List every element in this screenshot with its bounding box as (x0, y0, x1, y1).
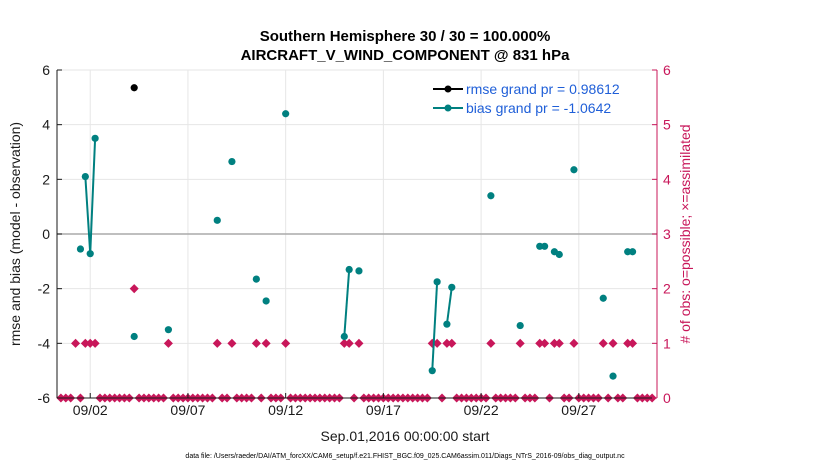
chart-title-line2: AIRCRAFT_V_WIND_COMPONENT @ 831 hPa (241, 47, 571, 64)
x-axis-ticks: 09/02 09/07 09/12 09/17 09/22 09/27 (73, 393, 597, 418)
bias-point (340, 332, 348, 341)
bias-point (628, 248, 637, 256)
bias-point (86, 250, 94, 258)
y-tick-label: 2 (42, 171, 50, 187)
y-axis-right-label: # of obs: o=possible; ×=assimilated (677, 124, 693, 343)
x-tick-label: 09/27 (561, 402, 596, 418)
bias-point (228, 157, 236, 166)
obs-count-marker (212, 338, 222, 348)
rmse-series (130, 84, 138, 92)
legend-rmse-marker (444, 85, 452, 93)
rmse-point (130, 84, 138, 92)
obs-count-marker (227, 338, 237, 348)
x-tick-label: 09/02 (73, 402, 108, 418)
y-right-tick-label: 2 (663, 281, 671, 297)
obs-count-marker (628, 338, 638, 348)
y-axis-label: rmse and bias (model - observation) (7, 122, 23, 346)
obs-count-marker (163, 338, 173, 348)
chart-title-line1: Southern Hemisphere 30 / 30 = 100.000% (260, 28, 551, 45)
bias-point (609, 372, 617, 380)
legend-bias-label: bias grand pr = -1.0642 (466, 100, 611, 116)
bias-point (448, 283, 456, 291)
y-tick-label: 0 (42, 226, 50, 242)
legend: rmse grand pr = 0.98612 bias grand pr = … (433, 81, 620, 116)
legend-rmse-label: rmse grand pr = 0.98612 (466, 81, 620, 97)
obs-count-marker (129, 284, 139, 294)
y-right-tick-label: 0 (663, 390, 671, 406)
bias-point (262, 297, 270, 305)
y-right-tick-label: 3 (663, 226, 671, 242)
bias-line (431, 281, 439, 371)
legend-bias-marker (444, 104, 452, 112)
x-tick-label: 09/07 (170, 402, 205, 418)
bias-point (355, 267, 363, 275)
bias-point (81, 173, 89, 181)
bias-point (570, 166, 578, 174)
y-tick-label: -4 (38, 335, 51, 351)
obs-count-marker (540, 338, 550, 348)
bias-point (428, 367, 436, 375)
y-right-tick-label: 1 (663, 335, 671, 351)
data-file-footer: data file: /Users/raeder/DAI/ATM_forcXX/… (185, 453, 625, 460)
y-tick-label: 6 (42, 62, 50, 78)
y-tick-label: -6 (38, 390, 51, 406)
x-tick-label: 09/22 (464, 402, 499, 418)
bias-point (91, 134, 99, 142)
y-right-tick-label: 5 (663, 117, 671, 133)
y-tick-label: -2 (38, 281, 51, 297)
bias-point (516, 321, 524, 330)
bias-point (599, 294, 607, 302)
bias-point (282, 110, 290, 118)
y-tick-label: 4 (42, 117, 50, 133)
y-right-tick-label: 4 (663, 171, 671, 187)
bias-line (343, 269, 351, 337)
bias-line (445, 287, 453, 325)
x-axis-label: Sep.01,2016 00:00:00 start (321, 428, 490, 444)
y-axis-right-ticks: 0 1 2 3 4 5 6 (652, 62, 671, 406)
x-tick-label: 09/17 (366, 402, 401, 418)
bias-point (541, 242, 549, 250)
bias-point (213, 216, 221, 224)
bias-point (555, 250, 563, 259)
bias-point (487, 192, 495, 200)
bias-point (130, 332, 138, 341)
bias-point (433, 278, 441, 286)
y-right-tick-label: 6 (663, 62, 671, 78)
bias-point (443, 320, 451, 328)
bias-point (252, 275, 260, 283)
y-axis-ticks: -6 -4 -2 0 2 4 6 (38, 62, 62, 406)
bias-series (76, 110, 637, 380)
bias-point (76, 245, 85, 253)
x-tick-label: 09/12 (268, 402, 303, 418)
bias-point (345, 265, 353, 274)
bias-point (164, 326, 173, 334)
